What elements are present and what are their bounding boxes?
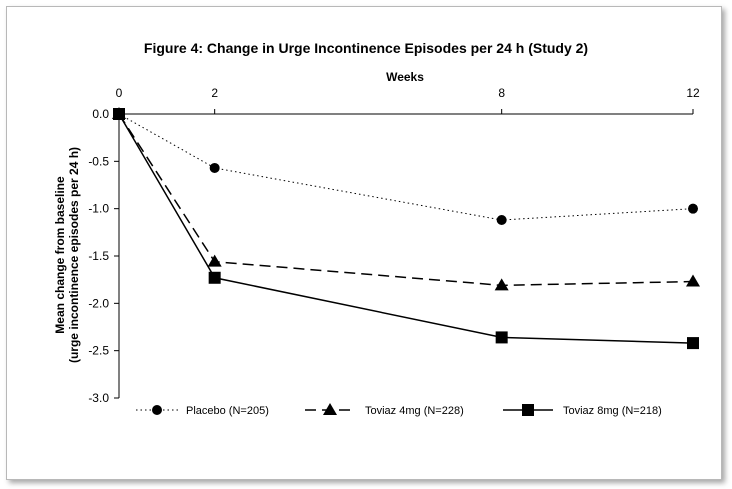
series-line-square [118, 113, 694, 344]
series-line-circle [118, 113, 694, 221]
y-tick-label: -1.5 [88, 249, 109, 263]
x-axis-title: Weeks [386, 70, 424, 84]
data-point-square [113, 108, 125, 120]
x-tick-label: 2 [211, 86, 218, 100]
axes: 0 2 8 12 0.0 -0.5 -1.0 -1.5 -2.0 -2.5 -3.0 [88, 86, 700, 405]
x-tick-label: 0 [116, 86, 123, 100]
y-tick-label: -0.5 [88, 154, 109, 168]
chart-frame [6, 6, 722, 480]
y-tick-label: -1.0 [88, 202, 109, 216]
data-point-circle [688, 203, 698, 214]
y-tick-label: -2.0 [88, 296, 109, 310]
data-point-square [687, 337, 699, 350]
legend-item-triangle: Toviaz 4mg (N=228) [305, 403, 464, 417]
y-tick-label: -2.5 [88, 344, 109, 358]
legend-marker-circle [152, 405, 162, 415]
data-point-triangle [686, 274, 700, 287]
legend-label: Toviaz 4mg (N=228) [365, 405, 464, 417]
series-layer [112, 107, 700, 350]
series-square [113, 108, 699, 350]
series-circle [114, 109, 698, 226]
data-point-triangle [494, 278, 509, 291]
x-tick-label: 12 [686, 86, 700, 100]
legend-item-square: Toviaz 8mg (N=218) [503, 404, 662, 417]
y-tick-label: -3.0 [88, 391, 109, 405]
data-point-square [208, 271, 221, 284]
legend: Placebo (N=205) Toviaz 4mg (N=228) Toviaz … [136, 403, 662, 417]
y-axis-title-line-1: Mean change from baseline [53, 176, 67, 334]
data-point-circle [496, 215, 507, 226]
chart-title: Figure 4: Change in Urge Incontinence Ep… [144, 40, 588, 56]
data-point-square [495, 331, 508, 344]
legend-marker-square [522, 404, 534, 416]
series-triangle [112, 107, 700, 291]
y-axis-title-line-2: (urge incontinence episodes per 24 h) [67, 147, 81, 363]
data-point-circle [209, 162, 220, 173]
legend-label: Toviaz 8mg (N=218) [563, 405, 662, 417]
legend-label: Placebo (N=205) [186, 405, 269, 417]
legend-marker-triangle [323, 403, 337, 415]
data-point-triangle [207, 254, 222, 267]
x-tick-label: 8 [498, 86, 505, 100]
series-line-triangle [118, 113, 694, 287]
legend-item-circle: Placebo (N=205) [136, 405, 269, 417]
y-tick-label: 0.0 [92, 107, 109, 121]
